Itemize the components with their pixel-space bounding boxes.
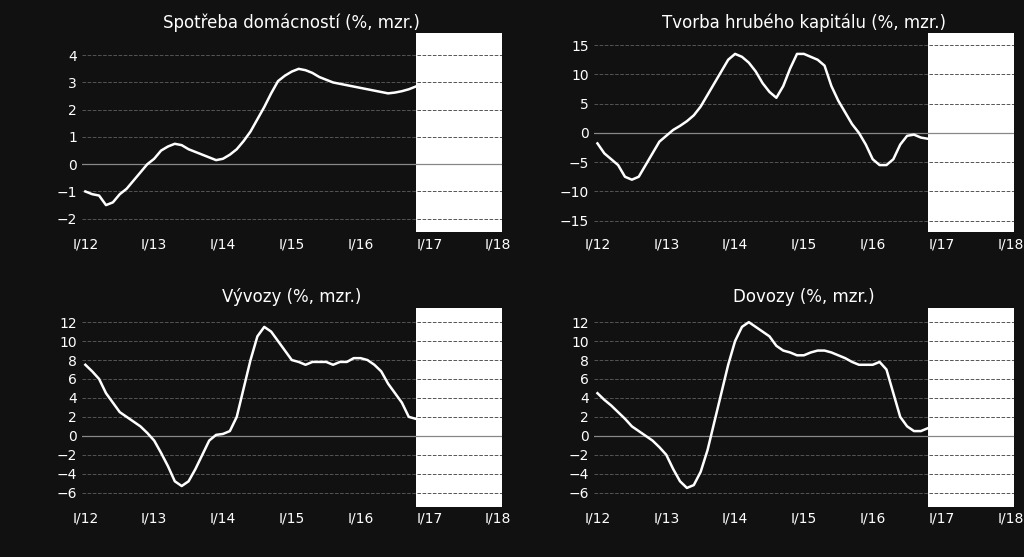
Bar <box>416 308 502 507</box>
Title: Vývozy (%, mzr.): Vývozy (%, mzr.) <box>222 289 361 306</box>
Title: Tvorba hrubého kapitálu (%, mzr.): Tvorba hrubého kapitálu (%, mzr.) <box>662 13 946 32</box>
Bar <box>416 33 502 232</box>
Bar <box>928 308 1014 507</box>
Title: Spotřeba domácností (%, mzr.): Spotřeba domácností (%, mzr.) <box>164 13 420 32</box>
Title: Dovozy (%, mzr.): Dovozy (%, mzr.) <box>733 289 874 306</box>
Bar <box>928 33 1014 232</box>
